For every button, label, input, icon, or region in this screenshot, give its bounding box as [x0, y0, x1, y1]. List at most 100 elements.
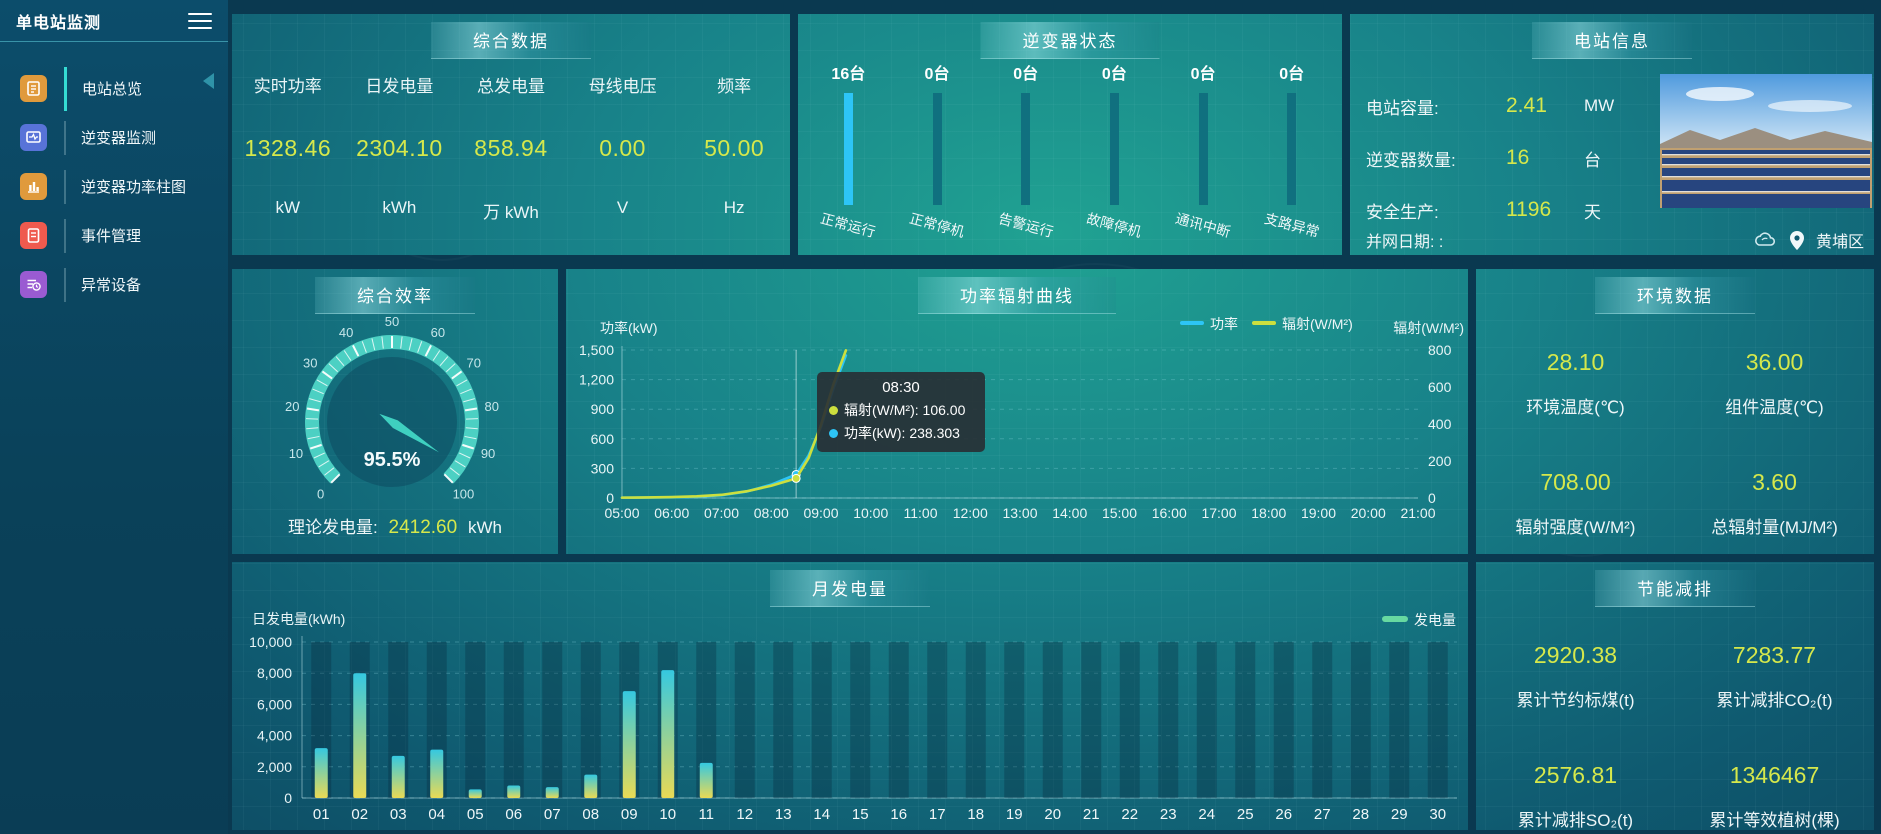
svg-text:30: 30: [1429, 806, 1446, 823]
saving-cell: 2920.38 累计节约标煤(t): [1476, 620, 1675, 740]
environment-cell-label: 环境温度(℃): [1526, 398, 1625, 417]
saving-cell: 7283.77 累计减排CO₂(t): [1675, 620, 1874, 740]
stat-label: 总发电量: [476, 77, 545, 96]
sidebar-collapse-icon[interactable]: [203, 73, 214, 89]
stat-value: 858.94: [474, 135, 548, 161]
panel-inverter-status: 逆变器状态 16台 正常运行 0台 正常停机 0台 告警运行 0台 故障停机 0台 通讯中断 0台支…: [798, 14, 1342, 255]
sidebar-item-divider: [64, 218, 66, 253]
svg-text:40: 40: [339, 325, 353, 340]
inverter-status-bar: [1198, 93, 1208, 205]
svg-text:15: 15: [852, 806, 869, 823]
theory-label: 理论发电量:: [288, 518, 378, 537]
saving-cell: 1346467 累计等效植树(棵): [1675, 740, 1874, 834]
svg-text:0: 0: [284, 790, 292, 806]
inverter-status-item: 0台正常停机: [893, 60, 982, 240]
svg-text:辐射(W/M²): 辐射(W/M²): [1282, 316, 1353, 332]
theoretical-generation: 理论发电量: 2412.60 kWh: [232, 513, 558, 539]
svg-text:6,000: 6,000: [257, 696, 292, 712]
svg-text:06:00: 06:00: [654, 505, 689, 521]
sidebar-item-label: 逆变器监测: [81, 130, 157, 147]
svg-text:21: 21: [1083, 806, 1100, 823]
monthly-generation-chart[interactable]: 日发电量(kWh) 发电量 0 2,000 4,000 6,000 8,000 10,000 0…: [232, 562, 1468, 830]
svg-text:20: 20: [285, 399, 299, 414]
svg-text:50: 50: [385, 314, 399, 329]
svg-text:05:00: 05:00: [604, 505, 639, 521]
saving-cell-label: 累计节约标煤(t): [1516, 691, 1635, 710]
station-district: 黄埔区: [1815, 234, 1864, 251]
svg-text:1,200: 1,200: [579, 372, 614, 388]
efficiency-gauge[interactable]: 0 10 20 30 40 50 60 70 80 90 100 95.5%: [232, 297, 558, 509]
inverter-status-label: 正常停机: [907, 210, 967, 240]
sidebar-header: 单电站监测: [0, 0, 228, 42]
station-row-unit: 天: [1584, 202, 1601, 222]
inverter-count: 0台: [924, 66, 950, 83]
svg-text:16:00: 16:00: [1152, 505, 1187, 521]
inverter-status-bar: [1021, 93, 1031, 205]
svg-text:09: 09: [621, 806, 638, 823]
stat-value: 1328.46: [244, 135, 332, 161]
tooltip-row-text: 辐射(W/M²): 106.00: [844, 402, 966, 418]
sidebar-item-label: 异常设备: [81, 277, 142, 294]
power-radiation-chart[interactable]: 功率(kW) 辐射(W/M²) 功率 辐射(W/M²) 0 300 600 900 1,200 1…: [566, 269, 1468, 554]
sidebar-item-5[interactable]: 异常设备: [0, 260, 228, 309]
sidebar-menu: 电站总览逆变器监测逆变器功率柱图 事件管理异常设备: [0, 42, 228, 309]
environment-cell: 36.00 组件温度(℃): [1675, 327, 1874, 447]
inverter-status-bars: 16台 正常运行 0台 正常停机 0台 告警运行 0台 故障停机 0台 通讯中断 0台 支路异常: [804, 60, 1336, 240]
panel-inverter-status-title: 逆变器状态: [980, 22, 1160, 59]
inverter-count: 0台: [1101, 66, 1127, 83]
inverter-count: 0台: [1013, 66, 1039, 83]
svg-text:600: 600: [1428, 379, 1452, 395]
svg-text:22: 22: [1121, 806, 1138, 823]
svg-text:60: 60: [431, 325, 445, 340]
panel-power-radiation-curve: 功率辐射曲线 功率(kW) 辐射(W/M²) 功率 辐射(W/M²) 0 300 600 90…: [566, 269, 1468, 554]
svg-text:25: 25: [1237, 806, 1254, 823]
panel-station-info: 电站信息 电站容量: 2.41 MW 逆变器数量: 16 台安全生产: 1196 天 并网日期…: [1350, 14, 1874, 255]
weather-cloud-icon[interactable]: [1752, 231, 1778, 249]
location-pin-icon[interactable]: [1789, 230, 1804, 250]
sidebar-item-3[interactable]: 逆变器功率柱图: [0, 162, 228, 211]
panel-energy-saving: 节能减排 2920.38 累计节约标煤(t) 7283.77 累计减排CO₂(t) 25…: [1476, 562, 1874, 830]
stat-unit: kW: [275, 198, 301, 217]
svg-text:26: 26: [1275, 806, 1292, 823]
stat-unit: 万 kWh: [483, 203, 539, 222]
sidebar-item-4[interactable]: 事件管理: [0, 211, 228, 260]
svg-text:功率(kW): 功率(kW): [600, 320, 658, 336]
svg-text:08:00: 08:00: [754, 505, 789, 521]
menu-icon[interactable]: [188, 8, 212, 34]
svg-text:14: 14: [813, 806, 830, 823]
panel-efficiency-title: 综合效率: [315, 277, 475, 314]
sidebar-item-divider: [64, 66, 67, 111]
panel-overview: 综合数据 实时功率 1328.46 kW 日发电量 2304.10 kWh 总发电量 858.…: [232, 14, 790, 255]
app-title: 单电站监测: [16, 14, 102, 32]
sidebar-item-2[interactable]: 逆变器监测: [0, 113, 228, 162]
svg-text:11:00: 11:00: [904, 505, 938, 521]
inverter-count: 0台: [1279, 66, 1305, 83]
svg-text:16: 16: [890, 806, 907, 823]
station-row-label: 安全生产:: [1366, 202, 1439, 222]
svg-text:21:00: 21:00: [1400, 505, 1435, 521]
saving-cell: 2576.81 累计减排SO₂(t): [1476, 740, 1675, 834]
tooltip-row: 功率(kW): 238.303: [829, 423, 973, 443]
svg-text:0: 0: [1428, 490, 1436, 506]
environment-cell: 28.10 环境温度(℃): [1476, 327, 1675, 447]
svg-text:0: 0: [606, 490, 614, 506]
station-row-unit: MW: [1584, 96, 1615, 115]
svg-text:19: 19: [1006, 806, 1023, 823]
stat-value: 2304.10: [356, 135, 443, 161]
environment-cell: 708.00 辐射强度(W/M²): [1476, 447, 1675, 567]
stat-label: 母线电压: [588, 77, 657, 96]
svg-text:17:00: 17:00: [1201, 505, 1236, 521]
svg-text:功率: 功率: [1210, 316, 1238, 332]
svg-text:300: 300: [591, 460, 615, 476]
environment-cell-label: 总辐射量(MJ/M²): [1711, 518, 1838, 537]
svg-text:04: 04: [428, 806, 445, 823]
svg-text:10: 10: [659, 806, 676, 823]
station-photo: [1660, 74, 1872, 208]
station-info-row: 逆变器数量: 16 台: [1366, 132, 1656, 184]
inverter-status-item: 0台 支路异常: [1247, 60, 1336, 240]
overview-stat: 频率 50.00 Hz: [678, 72, 790, 223]
inverter-status-label: 正常运行: [819, 210, 878, 240]
svg-text:07:00: 07:00: [704, 505, 739, 521]
sidebar-item-1[interactable]: 电站总览: [0, 64, 228, 113]
station-info-row: 电站容量: 2.41 MW: [1366, 80, 1656, 132]
